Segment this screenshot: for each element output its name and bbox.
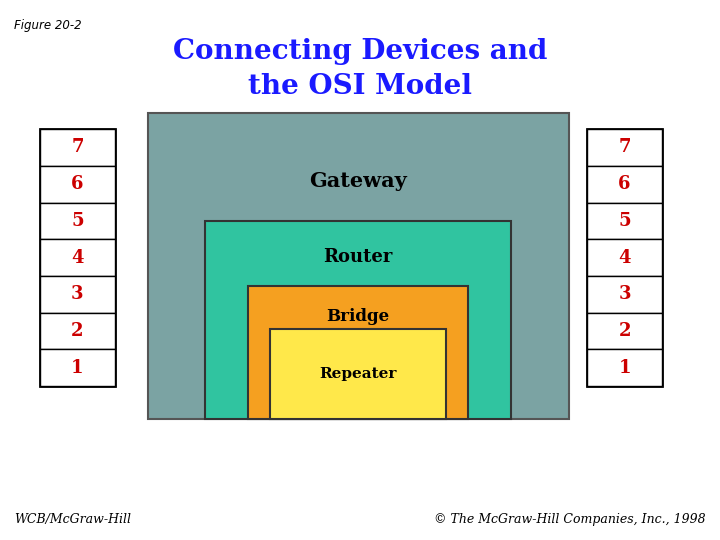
Text: 5: 5: [618, 212, 631, 230]
Text: the OSI Model: the OSI Model: [248, 73, 472, 100]
Bar: [40, 349, 115, 386]
Bar: [270, 329, 446, 418]
Bar: [248, 286, 468, 418]
Text: 6: 6: [71, 175, 84, 193]
Bar: [587, 239, 662, 276]
Text: WCB/McGraw-Hill: WCB/McGraw-Hill: [14, 514, 132, 526]
Text: Router: Router: [323, 248, 393, 266]
Bar: [40, 239, 115, 276]
Text: 7: 7: [71, 138, 84, 157]
Bar: [40, 129, 115, 386]
Bar: [40, 313, 115, 349]
Bar: [40, 276, 115, 313]
Text: 2: 2: [618, 322, 631, 340]
Bar: [587, 129, 662, 166]
Text: Repeater: Repeater: [320, 367, 397, 381]
Text: Gateway: Gateway: [310, 171, 407, 191]
Text: 5: 5: [71, 212, 84, 230]
Text: 1: 1: [618, 359, 631, 377]
Bar: [148, 113, 569, 418]
Text: Connecting Devices and: Connecting Devices and: [173, 38, 547, 65]
Text: 7: 7: [618, 138, 631, 157]
Bar: [587, 349, 662, 386]
Bar: [40, 166, 115, 202]
Text: Bridge: Bridge: [327, 308, 390, 325]
Text: 3: 3: [71, 285, 84, 303]
Text: © The McGraw-Hill Companies, Inc., 1998: © The McGraw-Hill Companies, Inc., 1998: [434, 514, 706, 526]
Text: 3: 3: [618, 285, 631, 303]
Text: 6: 6: [618, 175, 631, 193]
Bar: [205, 221, 511, 418]
Bar: [587, 276, 662, 313]
Text: 2: 2: [71, 322, 84, 340]
Text: Figure 20-2: Figure 20-2: [14, 19, 82, 32]
Bar: [40, 129, 115, 166]
Bar: [587, 313, 662, 349]
Text: 4: 4: [71, 248, 84, 267]
Bar: [587, 129, 662, 386]
Text: 1: 1: [71, 359, 84, 377]
Bar: [587, 202, 662, 239]
Bar: [40, 202, 115, 239]
Text: 4: 4: [618, 248, 631, 267]
Bar: [587, 166, 662, 202]
